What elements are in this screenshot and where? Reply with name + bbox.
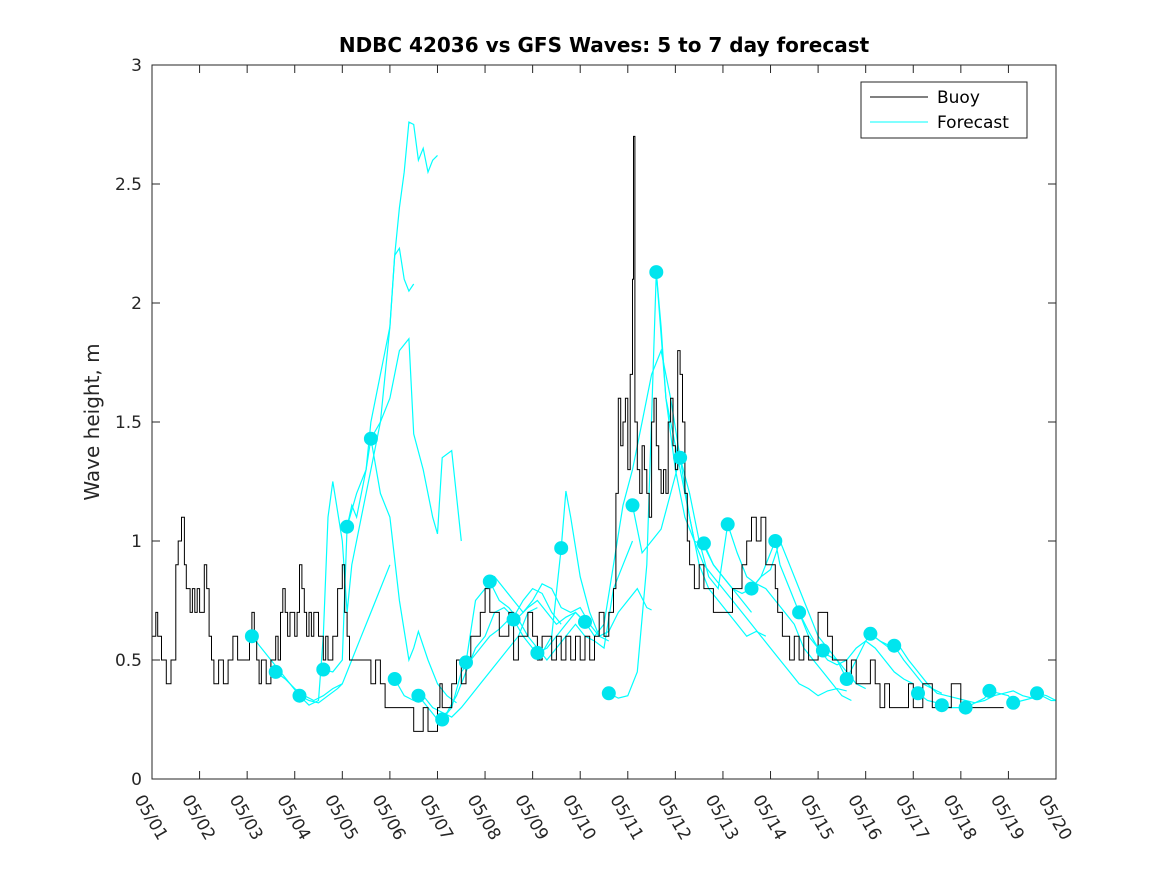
forecast-marker xyxy=(268,664,283,679)
forecast-marker xyxy=(578,614,592,629)
forecast-marker xyxy=(815,643,830,658)
forecast-markers xyxy=(244,265,1044,727)
forecast-run-line xyxy=(870,633,1056,704)
forecast-marker xyxy=(768,534,783,548)
forecast-marker xyxy=(887,638,902,653)
forecast-marker xyxy=(554,541,569,556)
forecast-marker xyxy=(911,686,925,701)
y-tick-label: 1.5 xyxy=(115,413,142,433)
legend-box xyxy=(860,81,1028,139)
forecast-marker xyxy=(934,698,949,713)
forecast-marker xyxy=(411,688,426,703)
forecast-marker xyxy=(601,686,616,701)
forecast-marker xyxy=(720,517,735,532)
chart-title: NDBC 42036 vs GFS Waves: 5 to 7 day fore… xyxy=(339,33,870,57)
y-axis-label: Wave height, m xyxy=(80,343,104,500)
forecast-marker xyxy=(982,683,997,698)
forecast-marker xyxy=(387,672,402,686)
y-tick-label: 0.5 xyxy=(115,651,142,671)
forecast-marker xyxy=(625,498,640,513)
forecast-marker xyxy=(363,431,378,446)
buoy-line xyxy=(152,135,1004,732)
forecast-marker xyxy=(863,626,878,641)
plot-area xyxy=(152,65,1056,779)
forecast-run-line xyxy=(275,564,391,702)
forecast-run-line xyxy=(346,337,462,542)
forecast-marker xyxy=(244,629,259,644)
forecast-marker xyxy=(506,612,521,627)
forecast-marker xyxy=(316,662,331,677)
forecast-marker xyxy=(673,450,688,465)
legend: Buoy Forecast xyxy=(860,81,1028,139)
forecast-marker xyxy=(530,645,545,660)
forecast-marker xyxy=(292,688,307,703)
forecast-marker xyxy=(1030,686,1044,701)
forecast-run-line xyxy=(655,272,847,697)
y-axis: 0 0.5 1 1.5 2 2.5 3 xyxy=(115,56,1056,790)
forecast-marker xyxy=(839,672,854,686)
legend-buoy-label: Buoy xyxy=(937,88,980,108)
forecast-marker xyxy=(459,655,473,670)
y-tick-label: 3 xyxy=(131,56,142,76)
legend-forecast-label: Forecast xyxy=(937,113,1009,133)
forecast-run-line xyxy=(537,348,681,654)
forecast-marker xyxy=(792,605,807,620)
forecast-marker xyxy=(649,265,664,280)
y-tick-label: 2.5 xyxy=(115,175,142,195)
forecast-run-line xyxy=(370,438,457,704)
forecast-marker xyxy=(482,574,497,589)
forecast-marker xyxy=(1006,695,1021,710)
forecast-marker xyxy=(340,519,355,534)
forecast-marker xyxy=(744,581,759,596)
y-tick-label: 2 xyxy=(131,294,142,314)
forecast-marker xyxy=(696,536,711,551)
forecast-marker xyxy=(435,712,450,727)
buoy-series xyxy=(152,135,1004,732)
y-tick-label: 0 xyxy=(131,770,142,790)
y-tick-label: 1 xyxy=(131,532,142,552)
forecast-marker xyxy=(958,700,973,715)
forecast-run-line xyxy=(679,457,852,702)
forecast-run-line xyxy=(323,246,415,673)
